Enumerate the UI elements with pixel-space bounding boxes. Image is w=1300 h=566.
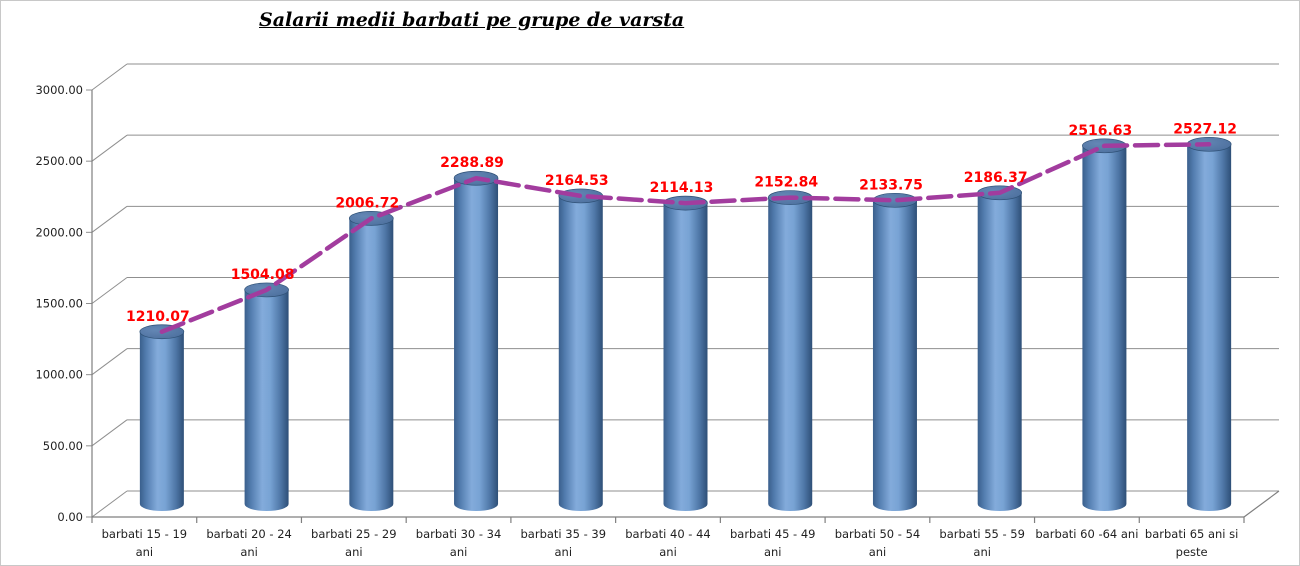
x-axis-label: ani bbox=[659, 545, 677, 559]
axes bbox=[91, 90, 1280, 523]
bar-cylinder-body bbox=[454, 178, 499, 512]
gridline-depth-connector bbox=[91, 348, 128, 376]
x-axis-label: barbati 25 - 29 bbox=[311, 527, 397, 541]
data-label: 2288.89 bbox=[440, 155, 504, 171]
x-axis-label: ani bbox=[136, 545, 154, 559]
bar-cylinder bbox=[872, 192, 918, 512]
x-axis-label: barbati 15 - 19 bbox=[102, 527, 188, 541]
floor-right-edge bbox=[1243, 490, 1280, 518]
data-label: 2186.37 bbox=[964, 170, 1028, 186]
bar-cylinder bbox=[139, 324, 185, 511]
data-label: 2152.84 bbox=[754, 175, 818, 191]
data-label: 2164.53 bbox=[545, 173, 609, 189]
y-axis-label: 1000.00 bbox=[35, 368, 83, 382]
data-label: 2006.72 bbox=[335, 195, 399, 211]
x-axis-label: ani bbox=[555, 545, 573, 559]
x-axis-label: ani bbox=[764, 545, 782, 559]
bar-cylinder-body bbox=[1187, 144, 1232, 512]
x-axis-label: barbati 55 - 59 bbox=[939, 527, 1025, 541]
x-axis-label: barbati 20 - 24 bbox=[206, 527, 292, 541]
bar-cylinder-body bbox=[977, 192, 1022, 512]
y-axis-labels: 0.00 500.00 1000.00 1500.00 2000.00 2500.00 30… bbox=[35, 83, 83, 524]
bar-cylinder bbox=[663, 195, 708, 511]
bar-cylinder bbox=[558, 188, 604, 512]
x-axis-label: barbati 35 - 39 bbox=[521, 527, 607, 541]
x-axis-label: barbati 45 - 49 bbox=[730, 527, 816, 541]
bar-cylinder-body bbox=[768, 197, 813, 512]
x-axis-labels: barbati 15 - 19 ani barbati 20 - 24 ani barb… bbox=[102, 527, 1239, 559]
data-label: 2133.75 bbox=[859, 177, 923, 193]
data-label: 1504.08 bbox=[231, 267, 295, 283]
gridline-depth-connector bbox=[91, 134, 128, 162]
bar-cylinder-body bbox=[558, 195, 603, 512]
y-axis-label: 2500.00 bbox=[35, 154, 83, 168]
x-axis-label: ani bbox=[450, 545, 468, 559]
bar-cylinder-body bbox=[1082, 145, 1127, 512]
x-axis-label: peste bbox=[1176, 545, 1208, 559]
bar-cylinder bbox=[1082, 138, 1127, 512]
bar-cylinder-body bbox=[349, 218, 394, 512]
y-axis-label: 2000.00 bbox=[35, 225, 83, 239]
x-axis-label: ani bbox=[240, 545, 258, 559]
bar-cylinder-body bbox=[139, 331, 184, 511]
data-label: 2516.63 bbox=[1069, 123, 1133, 139]
x-axis-label: ani bbox=[345, 545, 363, 559]
data-label: 2527.12 bbox=[1173, 121, 1237, 137]
bar-cylinder bbox=[453, 170, 499, 512]
gridline-depth-connector bbox=[91, 419, 128, 447]
gridline-depth-connector bbox=[91, 490, 128, 518]
bar-cylinder bbox=[244, 282, 289, 512]
bar-cylinder bbox=[977, 185, 1023, 512]
x-axis-label: barbati 50 - 54 bbox=[835, 527, 921, 541]
gridline-depth-connector bbox=[91, 205, 128, 233]
x-axis-label: ani bbox=[869, 545, 887, 559]
bar-cylinder bbox=[767, 190, 813, 512]
bar-cylinder-body bbox=[872, 200, 917, 512]
y-axis-label: 1500.00 bbox=[35, 297, 83, 311]
data-label: 1210.07 bbox=[126, 309, 190, 325]
bar-cylinder bbox=[1186, 136, 1232, 512]
bar-cylinder-body bbox=[663, 203, 708, 511]
chart-title: Salarii medii barbati pe grupe de varsta bbox=[259, 9, 685, 31]
x-axis-label: barbati 30 - 34 bbox=[416, 527, 502, 541]
y-axis-label: 3000.00 bbox=[35, 83, 83, 97]
y-axis-label: 0.00 bbox=[57, 510, 83, 524]
trend-line bbox=[159, 142, 1212, 335]
gridline-depth-connector bbox=[91, 63, 128, 91]
x-axis-label: barbati 60 -64 ani bbox=[1035, 527, 1138, 541]
gridline-depth-connector bbox=[91, 277, 128, 304]
x-axis-label: barbati 65 ani si bbox=[1145, 527, 1238, 541]
bar-cylinder-body bbox=[244, 289, 289, 512]
y-axis-label: 500.00 bbox=[43, 439, 83, 453]
x-axis-label: ani bbox=[973, 545, 991, 559]
x-axis-label: barbati 40 - 44 bbox=[625, 527, 711, 541]
bar-series bbox=[139, 136, 1232, 512]
bar-cylinder bbox=[348, 211, 394, 512]
data-label: 2114.13 bbox=[650, 180, 714, 196]
data-labels: 1210.07 1504.08 2006.72 2288.89 2164.53 2114.… bbox=[126, 121, 1237, 324]
